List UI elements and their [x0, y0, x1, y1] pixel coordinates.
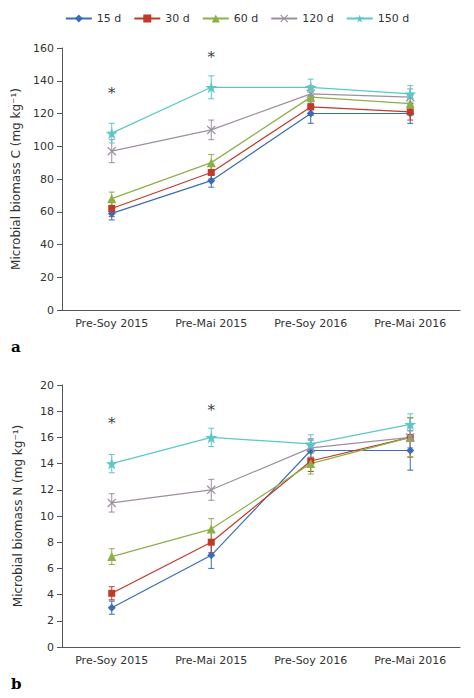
svg-text:60: 60 [40, 205, 54, 218]
svg-text:12: 12 [40, 483, 54, 496]
svg-text:a: a [11, 338, 21, 356]
svg-text:80: 80 [40, 173, 54, 186]
svg-text:Microbial biomass C (mg kg⁻¹): Microbial biomass C (mg kg⁻¹) [9, 88, 23, 270]
svg-text:14: 14 [40, 457, 54, 470]
svg-text:40: 40 [40, 238, 54, 251]
svg-text:0: 0 [47, 641, 54, 654]
svg-text:150 d: 150 d [378, 12, 409, 25]
svg-text:Pre-Mai 2015: Pre-Mai 2015 [175, 654, 247, 667]
svg-text:10: 10 [40, 510, 54, 523]
svg-text:Pre-Soy 2015: Pre-Soy 2015 [75, 654, 148, 667]
svg-text:140: 140 [33, 74, 54, 87]
svg-text:18: 18 [40, 405, 54, 418]
svg-text:20: 20 [40, 271, 54, 284]
svg-text:Pre-Soy 2015: Pre-Soy 2015 [75, 317, 148, 330]
svg-text:2: 2 [47, 614, 54, 627]
svg-text:4: 4 [47, 588, 54, 601]
svg-text:160: 160 [33, 42, 54, 55]
svg-text:Pre-Mai 2015: Pre-Mai 2015 [175, 317, 247, 330]
svg-text:60 d: 60 d [234, 12, 258, 25]
svg-text:*: * [108, 84, 116, 102]
svg-text:100: 100 [33, 140, 54, 153]
svg-text:*: * [108, 414, 116, 432]
svg-text:20: 20 [40, 379, 54, 392]
svg-text:15 d: 15 d [97, 12, 121, 25]
svg-text:120: 120 [33, 107, 54, 120]
svg-text:30 d: 30 d [165, 12, 189, 25]
svg-text:Pre-Soy 2016: Pre-Soy 2016 [274, 317, 347, 330]
svg-text:8: 8 [47, 536, 54, 549]
svg-text:b: b [11, 675, 22, 693]
svg-text:16: 16 [40, 431, 54, 444]
svg-text:Pre-Mai 2016: Pre-Mai 2016 [374, 317, 446, 330]
svg-text:*: * [208, 401, 216, 419]
svg-text:120 d: 120 d [302, 12, 333, 25]
svg-text:6: 6 [47, 562, 54, 575]
svg-text:Pre-Mai 2016: Pre-Mai 2016 [374, 654, 446, 667]
svg-text:0: 0 [47, 304, 54, 317]
svg-text:*: * [208, 48, 216, 66]
svg-text:Pre-Soy 2016: Pre-Soy 2016 [274, 654, 347, 667]
svg-text:Microbial biomass N (mg kg⁻¹): Microbial biomass N (mg kg⁻¹) [11, 425, 25, 607]
